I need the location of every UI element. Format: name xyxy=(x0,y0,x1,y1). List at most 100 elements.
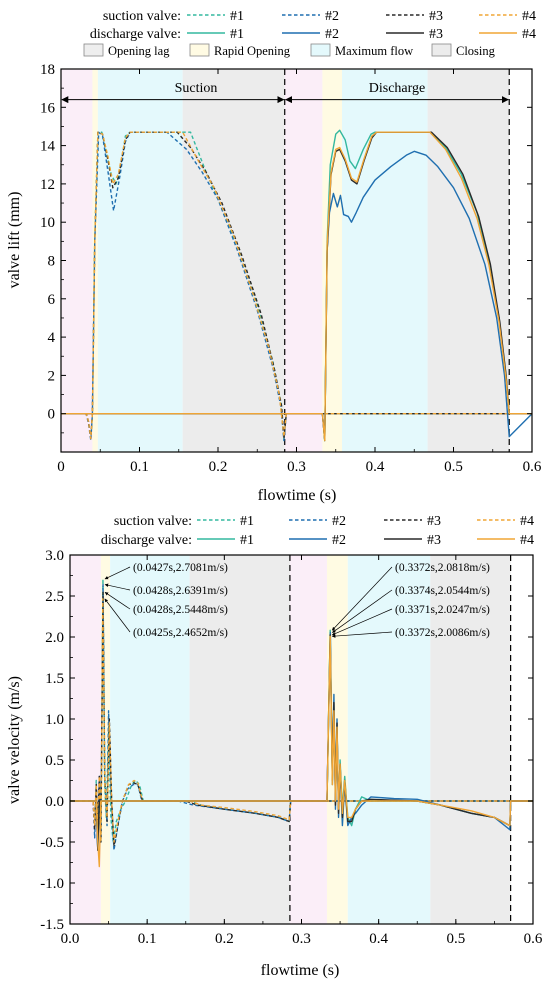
phase-band-maximum-flow xyxy=(347,555,431,924)
series-line-suction-valve-4 xyxy=(70,598,533,843)
annotation-arrow xyxy=(331,631,393,638)
legend-entry-label: #3 xyxy=(427,514,441,529)
legend-entry-label: #4 xyxy=(522,27,536,42)
phase-legend-close-label: Closing xyxy=(456,44,496,58)
legend-entry-label: #4 xyxy=(520,533,534,548)
x-tick-label: 0.5 xyxy=(446,931,465,947)
series-line-discharge-valve-2 xyxy=(61,150,533,442)
y-tick-label: 4 xyxy=(48,330,56,346)
phase-band-opening-lag xyxy=(284,69,323,452)
annotation-arrow xyxy=(104,583,131,591)
y-tick-label: 14 xyxy=(40,139,56,155)
y-tick-label: -1.5 xyxy=(40,917,64,933)
y-tick-label: 2 xyxy=(48,368,56,384)
x-tick-label: 0.3 xyxy=(287,459,306,475)
phase-band-closing xyxy=(189,555,290,924)
y-tick-label: 0.5 xyxy=(45,753,64,769)
legend-entry-label: #1 xyxy=(240,533,254,548)
legend-entry-label: #1 xyxy=(230,9,244,24)
x-tick-label: 0.4 xyxy=(366,459,385,475)
peak-annotation: (0.0428s,2.6391m/s) xyxy=(133,585,228,597)
legend-entry-label: #4 xyxy=(520,514,534,529)
phase-legend-rapid-swatch xyxy=(189,43,210,57)
y-tick-label: 16 xyxy=(40,100,56,116)
annotation-arrow xyxy=(331,566,393,631)
y-tick-label: 2.0 xyxy=(45,630,64,646)
legend-suction-label: suction valve: xyxy=(103,9,181,24)
phase-band-opening-lag xyxy=(289,555,327,924)
legend-suction-label-2: suction valve: xyxy=(114,514,192,529)
annotation-arrow xyxy=(332,589,393,633)
y-tick-label: 0.0 xyxy=(45,794,64,810)
x-tick-label: 0.4 xyxy=(369,931,388,947)
legend-entry-label: #2 xyxy=(332,514,346,529)
phase-legend: Opening lag Rapid Opening Maximum flow C… xyxy=(83,43,496,58)
peak-annotation: (0.0425s,2.4652m/s) xyxy=(133,627,228,639)
y-tick-label: 2.5 xyxy=(45,589,64,605)
valve-lift-chart: Suction Discharge 0 0.1 0.2 0.3 0.4 0.5 0.6 0 2 4… xyxy=(6,62,542,504)
phase-legend-lag-label: Opening lag xyxy=(108,44,170,58)
phase-band-closing xyxy=(427,69,510,452)
series-line-discharge-valve-4 xyxy=(61,131,532,442)
x-tick-label: 0.6 xyxy=(523,459,542,475)
legend-entry-label: #3 xyxy=(427,533,441,548)
region-label-discharge: Discharge xyxy=(369,81,426,96)
peak-annotation: (0.3371s,2.0247m/s) xyxy=(395,604,490,616)
valve-velocity-chart: (0.0427s,2.7081m/s) (0.0428s,2.6391m/s) (0… xyxy=(6,548,543,979)
phase-band-maximum-flow xyxy=(342,69,428,452)
peak-annotation: (0.0428s,2.5448m/s) xyxy=(133,604,228,616)
y-axis-label-velocity: valve velocity (m/s) xyxy=(6,676,23,804)
peak-annotation: (0.3372s,2.0086m/s) xyxy=(395,627,490,639)
series-legend-bottom: suction valve: discharge valve: #1 #1 #2 #2… xyxy=(101,514,534,548)
x-axis-label-lift: flowtime (s) xyxy=(258,487,337,504)
series-line-discharge-valve-4 xyxy=(70,635,533,868)
phase-band-opening-lag xyxy=(61,69,93,452)
phase-band-opening-lag xyxy=(70,555,101,924)
legend-entry-label: #1 xyxy=(230,27,244,42)
y-tick-label: 8 xyxy=(48,254,56,270)
phase-legend-close-swatch xyxy=(431,43,452,57)
x-tick-label: 0.1 xyxy=(138,931,157,947)
y-tick-label: 0 xyxy=(48,407,56,423)
x-tick-label: 0.5 xyxy=(444,459,463,475)
phase-legend-max-label: Maximum flow xyxy=(335,44,413,58)
phase-band-rapid-opening xyxy=(322,69,343,452)
phase-band-rapid-opening xyxy=(100,555,111,924)
legend-entry-label: #3 xyxy=(429,9,443,24)
x-tick-label: 0.6 xyxy=(524,931,543,947)
y-tick-label: 1.0 xyxy=(45,712,64,728)
legend-discharge-label: discharge valve: xyxy=(90,27,181,42)
legend-entry-label: #3 xyxy=(429,27,443,42)
x-tick-label: 0.0 xyxy=(61,931,80,947)
annotation-arrow xyxy=(104,598,131,633)
legend-entry-label: #2 xyxy=(332,533,346,548)
phase-legend-rapid-label: Rapid Opening xyxy=(214,44,291,58)
y-tick-label: -1.0 xyxy=(40,876,64,892)
legend-discharge-label-2: discharge valve: xyxy=(101,533,192,548)
x-tick-label: 0.1 xyxy=(130,459,149,475)
peak-annotation: (0.3374s,2.0544m/s) xyxy=(395,585,490,597)
region-label-suction: Suction xyxy=(175,81,218,96)
phase-band-maximum-flow xyxy=(110,555,190,924)
y-tick-label: 3.0 xyxy=(45,548,64,564)
annotation-arrow xyxy=(104,566,131,580)
y-tick-label: 18 xyxy=(40,62,55,78)
y-tick-label: 10 xyxy=(40,215,55,231)
phase-legend-max-swatch xyxy=(310,43,331,57)
x-tick-label: 0.2 xyxy=(209,459,228,475)
y-tick-label: 1.5 xyxy=(45,671,64,687)
x-tick-label: 0.3 xyxy=(292,931,311,947)
peak-annotation: (0.0427s,2.7081m/s) xyxy=(133,562,228,574)
y-tick-label: -0.5 xyxy=(40,835,64,851)
series-line-suction-valve-4 xyxy=(61,131,532,440)
x-tick-label: 0.2 xyxy=(215,931,234,947)
phase-band-closing xyxy=(430,555,511,924)
x-tick-label: 0 xyxy=(57,459,65,475)
phase-band-maximum-flow xyxy=(97,69,183,452)
legend-entry-label: #2 xyxy=(325,27,339,42)
legend-entry-label: #1 xyxy=(240,514,254,529)
phase-legend-lag-swatch xyxy=(83,43,104,57)
legend-entry-label: #4 xyxy=(522,9,536,24)
y-tick-label: 6 xyxy=(48,292,56,308)
